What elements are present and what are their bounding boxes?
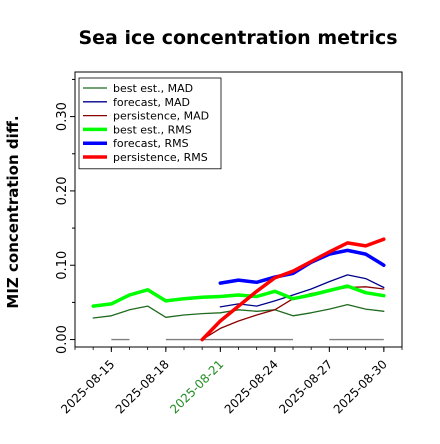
x-tick-label: 2025-08-15 [58,357,117,416]
series-line [200,237,386,342]
legend-label: persistence, MAD [113,110,209,123]
x-tick-label: 2025-08-24 [222,357,281,416]
legend-box [78,77,222,170]
series-line [91,284,386,308]
y-tick-label: 0.20 [55,176,70,205]
y-axis-label: MIZ concentration diff. [4,115,22,308]
x-tick-label: 2025-08-21 [167,357,226,416]
x-tick-label: 2025-08-18 [113,357,172,416]
x-tick-label: 2025-08-27 [276,357,335,416]
legend-label: best est., RMS [113,123,192,136]
y-tick-label: 0.30 [55,102,70,131]
series-line [219,274,385,308]
y-tick-label: 0.00 [55,325,70,354]
y-tick-label: 0.10 [55,251,70,280]
chart-title: Sea ice concentration metrics [78,27,397,49]
plot-layer [91,237,386,342]
legend-label: forecast, RMS [113,137,189,150]
x-tick-label: 2025-08-30 [331,357,390,416]
legend-label: persistence, RMS [113,151,208,164]
legend-label: forecast, MAD [113,96,190,109]
legend-label: best est., MAD [113,82,193,95]
series-line [92,303,385,319]
